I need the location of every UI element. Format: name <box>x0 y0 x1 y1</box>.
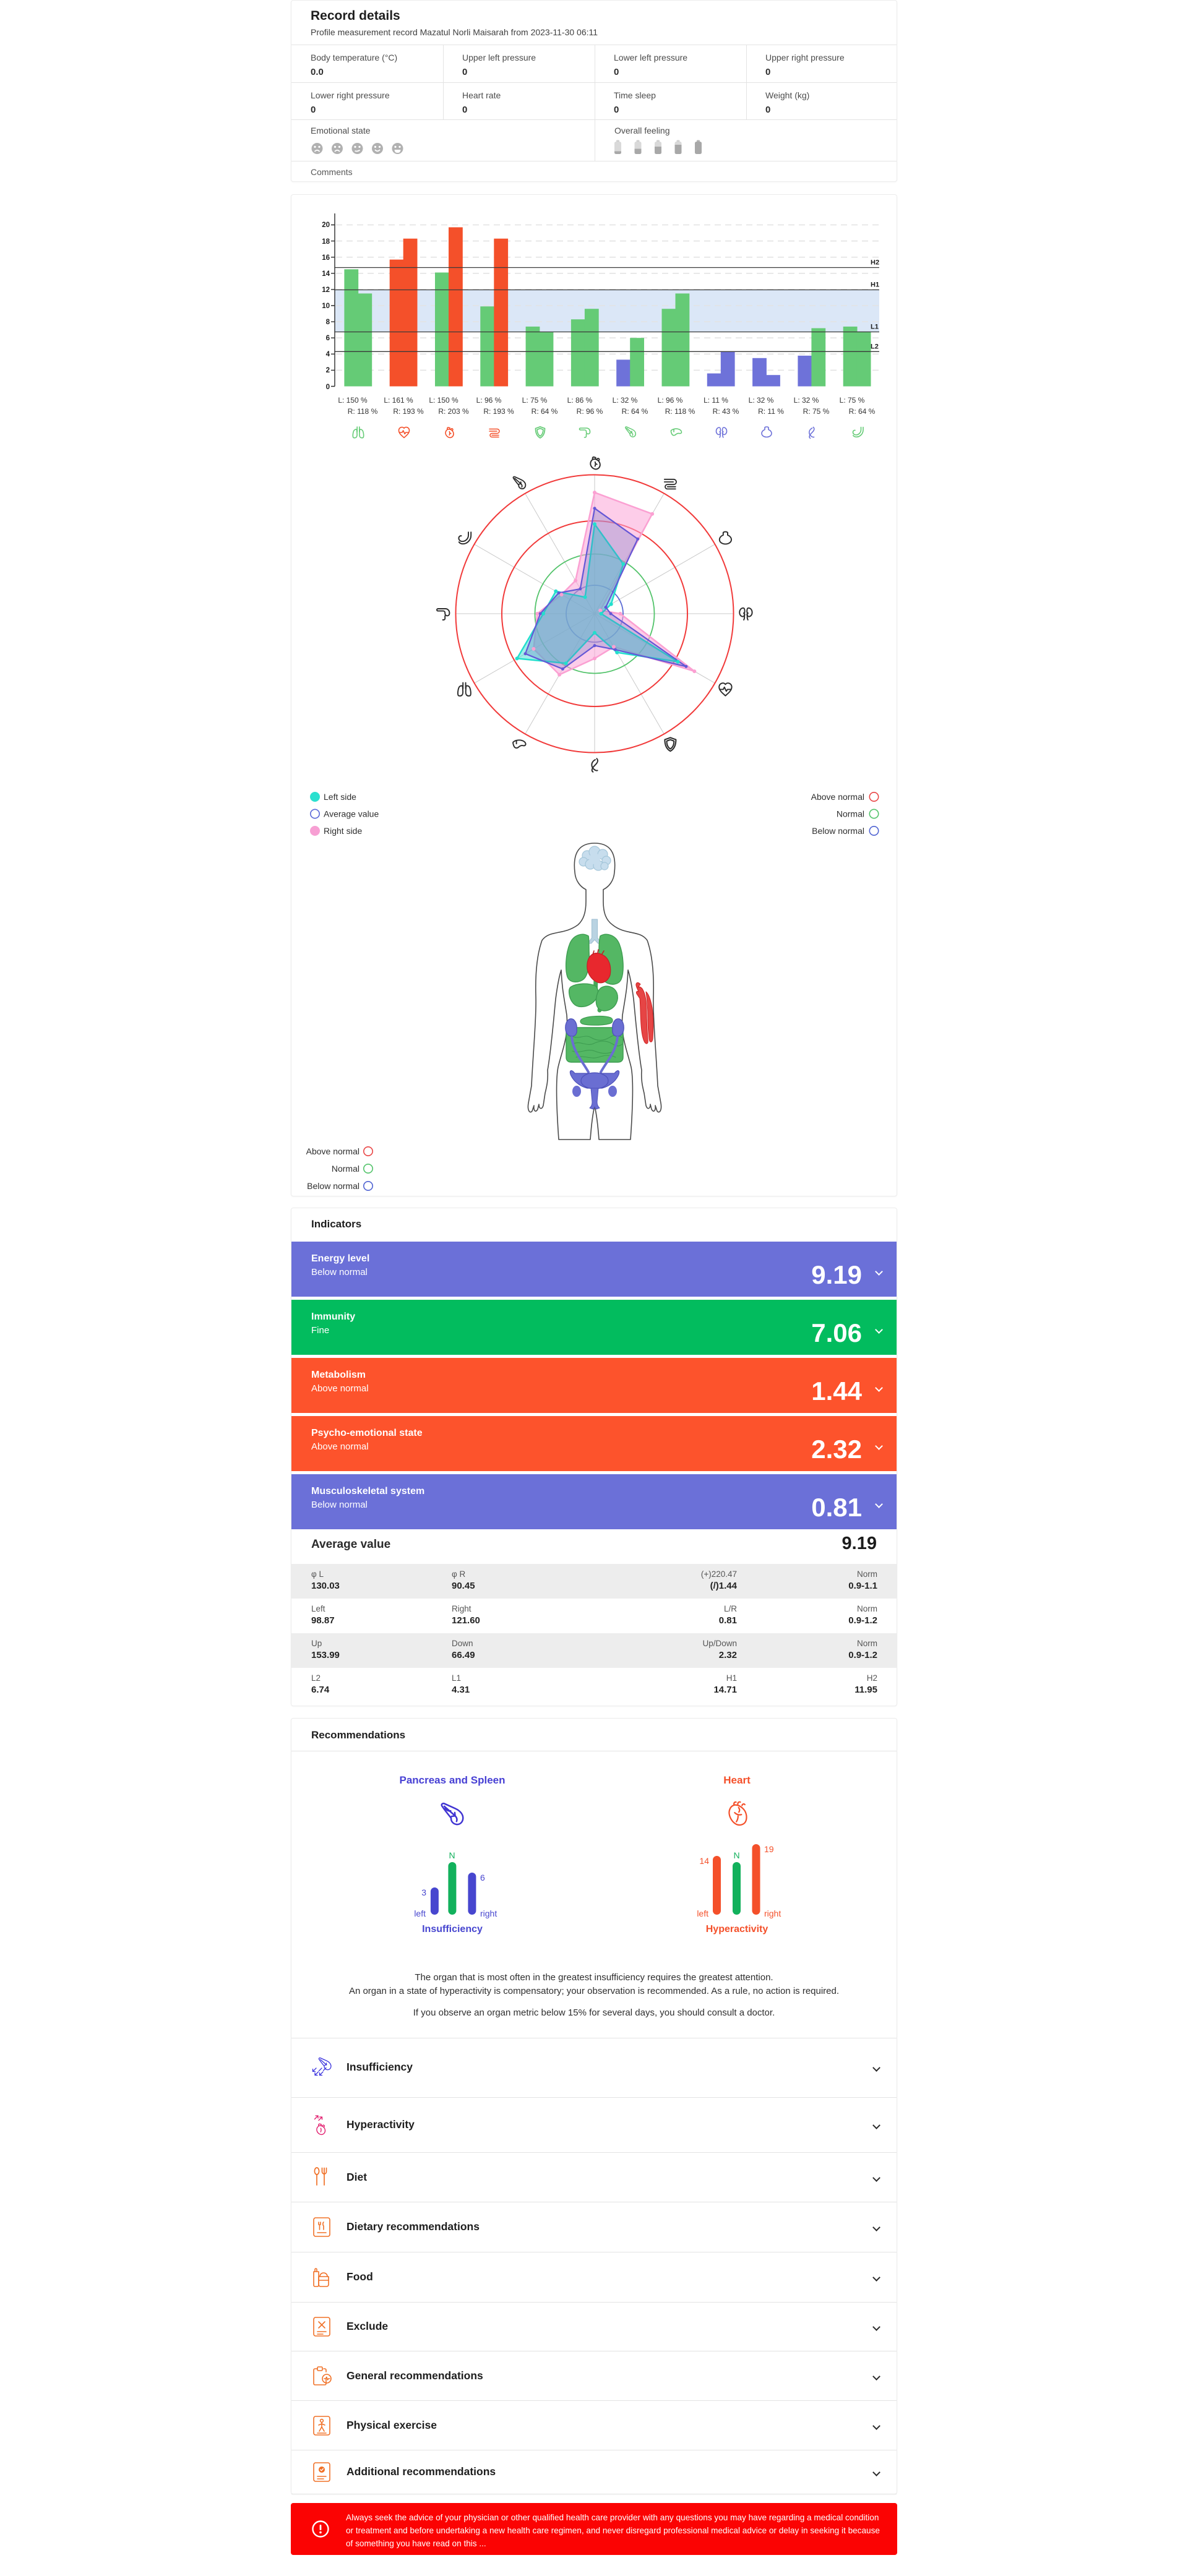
svg-text:R: 75 %: R: 75 % <box>803 407 830 416</box>
svg-text:2: 2 <box>326 367 330 374</box>
svg-text:L: 96 %: L: 96 % <box>658 396 683 405</box>
svg-text:3: 3 <box>421 1887 426 1897</box>
svg-text:L2: L2 <box>871 343 879 350</box>
svg-text:R: 96 %: R: 96 % <box>577 407 603 416</box>
svg-text:R: 43 %: R: 43 % <box>713 407 739 416</box>
svg-text:R: 193 %: R: 193 % <box>393 407 424 416</box>
svg-text:6: 6 <box>326 335 330 342</box>
svg-text:right: right <box>764 1908 781 1918</box>
svg-text:Normal: Normal <box>332 1164 359 1174</box>
svg-text:14: 14 <box>699 1856 709 1866</box>
svg-text:Below normal: Below normal <box>812 826 864 836</box>
svg-text:R: 118 %: R: 118 % <box>665 407 695 416</box>
svg-text:L: 161 %: L: 161 % <box>384 396 413 405</box>
svg-text:H1: H1 <box>871 281 879 289</box>
svg-text:L: 11 %: L: 11 % <box>704 396 728 405</box>
svg-text:Above normal: Above normal <box>811 792 864 802</box>
svg-text:4: 4 <box>326 351 330 358</box>
svg-text:L: 150 %: L: 150 % <box>338 396 368 405</box>
svg-text:6: 6 <box>480 1873 485 1883</box>
svg-text:L: 32 %: L: 32 % <box>613 396 638 405</box>
svg-text:Below normal: Below normal <box>307 1181 359 1191</box>
svg-text:8: 8 <box>326 319 330 326</box>
svg-text:L: 32 %: L: 32 % <box>749 396 774 405</box>
svg-text:R: 118 %: R: 118 % <box>348 407 378 416</box>
svg-text:L: 96 %: L: 96 % <box>476 396 502 405</box>
svg-text:left: left <box>697 1908 708 1918</box>
svg-text:R: 11 %: R: 11 % <box>758 407 784 416</box>
svg-text:L: 75 %: L: 75 % <box>522 396 548 405</box>
svg-text:L: 75 %: L: 75 % <box>840 396 865 405</box>
svg-text:left: left <box>414 1908 426 1918</box>
svg-text:Insufficiency: Insufficiency <box>422 1924 483 1934</box>
svg-text:Average value: Average value <box>324 809 379 819</box>
svg-text:18: 18 <box>322 238 330 246</box>
svg-text:N: N <box>449 1850 455 1860</box>
svg-text:R: 64 %: R: 64 % <box>622 407 648 416</box>
svg-text:12: 12 <box>322 286 330 294</box>
svg-text:L1: L1 <box>871 324 879 331</box>
svg-text:right: right <box>480 1908 497 1918</box>
svg-text:R: 64 %: R: 64 % <box>849 407 876 416</box>
svg-text:L: 32 %: L: 32 % <box>794 396 819 405</box>
svg-text:R: 203 %: R: 203 % <box>438 407 469 416</box>
svg-text:10: 10 <box>322 303 330 310</box>
svg-text:L: 86 %: L: 86 % <box>567 396 593 405</box>
svg-text:L: 150 %: L: 150 % <box>429 396 458 405</box>
svg-text:H2: H2 <box>871 259 879 267</box>
svg-text:N: N <box>733 1850 739 1860</box>
svg-text:Hyperactivity: Hyperactivity <box>706 1924 768 1934</box>
svg-text:0: 0 <box>326 384 330 391</box>
svg-text:Normal: Normal <box>837 809 864 819</box>
svg-text:R: 64 %: R: 64 % <box>532 407 558 416</box>
svg-text:20: 20 <box>322 221 330 229</box>
svg-text:Left side: Left side <box>324 792 356 802</box>
svg-text:16: 16 <box>322 254 330 262</box>
svg-text:Above normal: Above normal <box>306 1146 359 1156</box>
svg-text:19: 19 <box>764 1844 774 1854</box>
svg-text:Right side: Right side <box>324 826 362 836</box>
svg-text:R: 193 %: R: 193 % <box>483 407 514 416</box>
svg-text:14: 14 <box>322 270 330 278</box>
